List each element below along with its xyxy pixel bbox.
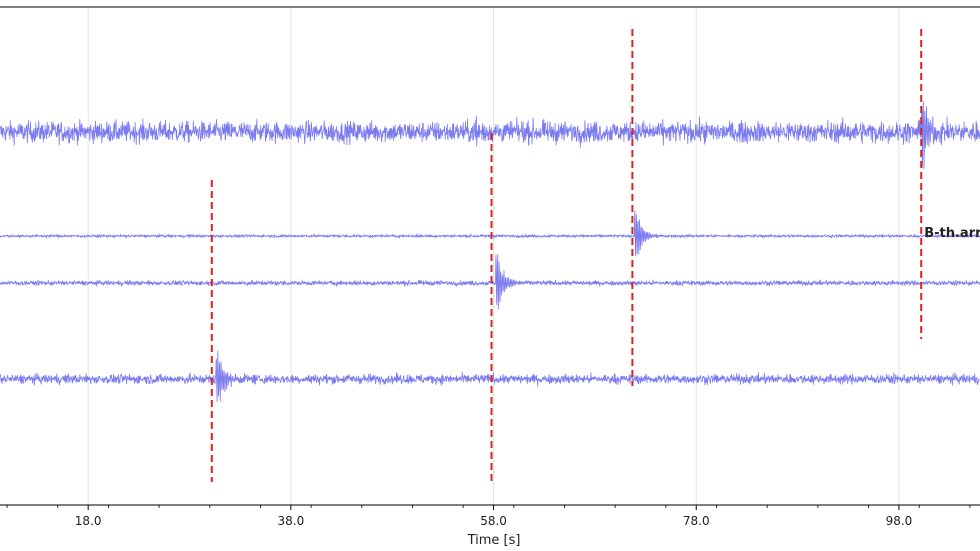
grid-lines [87,7,900,505]
trace-3 [0,350,980,403]
trace-group [0,101,980,403]
x-tick-label-4: 98.0 [886,514,913,528]
x-tick-label-3: 78.0 [683,514,710,528]
x-axis-ticks: 18.0 38.0 58.0 78.0 98.0 [6,505,971,528]
pick-markers [210,29,923,482]
trace-0 [0,101,980,170]
x-tick-label-2: 58.0 [480,514,507,528]
arrival-label-0: B-th.arr [924,226,980,241]
trace-1 [0,210,980,256]
x-tick-label-0: 18.0 [75,514,102,528]
trace-2 [0,254,980,310]
x-axis-label: Time [s] [467,533,521,548]
x-tick-label-1: 38.0 [277,514,304,528]
annotations: B-th.arr [924,226,980,241]
